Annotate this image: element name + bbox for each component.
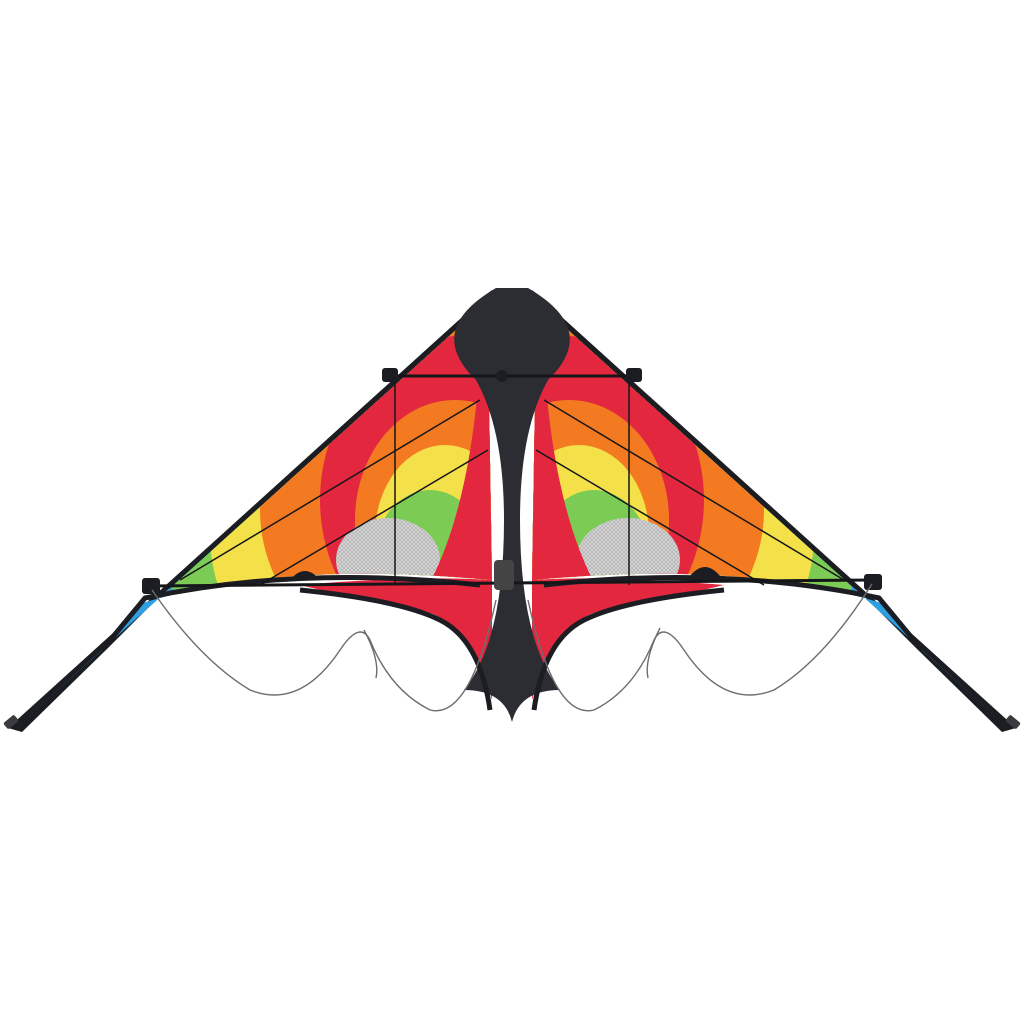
wingtip-caps xyxy=(3,715,1021,729)
spar-connectors xyxy=(142,368,882,594)
battens xyxy=(179,380,845,586)
center-spine-panel xyxy=(454,288,570,722)
bridle-lines xyxy=(151,583,873,712)
lower-red-panels xyxy=(300,578,724,700)
